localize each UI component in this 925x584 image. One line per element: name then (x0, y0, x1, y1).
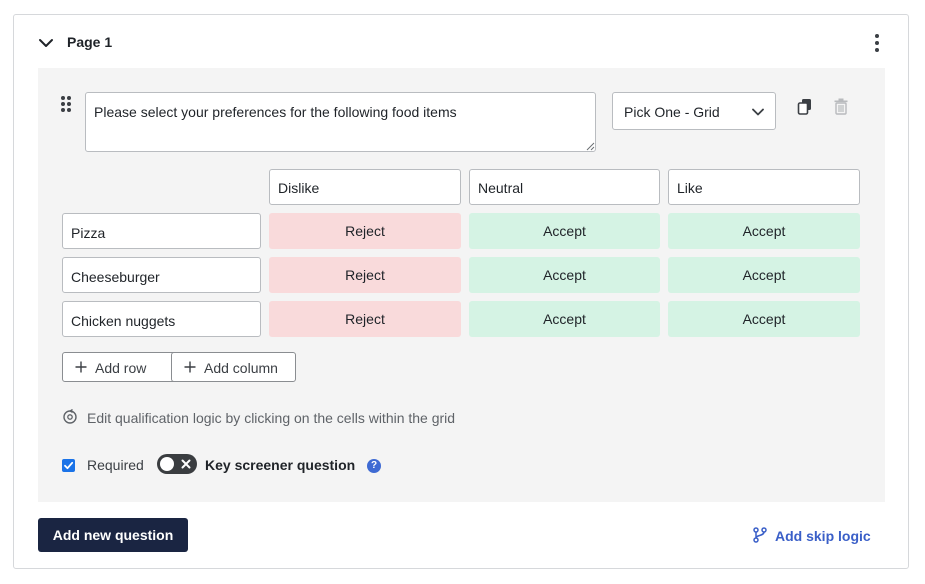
logic-cycle-icon (63, 409, 77, 424)
grid-cell[interactable]: Reject (269, 257, 461, 293)
add-new-question-button[interactable]: Add new question (38, 518, 188, 552)
plus-icon (184, 361, 196, 373)
branch-icon (753, 527, 767, 543)
row-label-pizza[interactable]: Pizza (62, 213, 261, 249)
row-label-chicken-nuggets[interactable]: Chicken nuggets (62, 301, 261, 337)
required-label: Required (87, 457, 144, 473)
add-row-button[interactable]: Add row (62, 352, 182, 382)
drag-handle[interactable] (60, 95, 74, 113)
page-menu-button[interactable] (867, 31, 887, 55)
grid-cell[interactable]: Reject (269, 301, 461, 337)
add-column-button[interactable]: Add column (171, 352, 296, 382)
resize-grip-icon[interactable] (586, 142, 595, 151)
grid-cell[interactable]: Accept (469, 213, 660, 249)
required-checkbox[interactable] (62, 459, 75, 472)
column-header-dislike[interactable]: Dislike (269, 169, 461, 205)
duplicate-question-button[interactable] (797, 98, 813, 116)
drag-handle-icon (61, 96, 71, 112)
toggle-knob (160, 457, 174, 471)
plus-icon (75, 361, 87, 373)
page-card: Page 1 Please select your preferences fo… (13, 14, 909, 569)
close-icon (181, 459, 191, 469)
collapse-page-button[interactable] (36, 33, 56, 53)
chevron-down-icon (752, 108, 764, 116)
copy-icon (797, 99, 811, 115)
grid-cell[interactable]: Reject (269, 213, 461, 249)
add-column-label: Add column (204, 360, 278, 376)
chevron-down-icon (39, 39, 53, 47)
question-type-select[interactable]: Pick One - Grid (612, 92, 776, 130)
page-title: Page 1 (67, 34, 113, 50)
grid-cell[interactable]: Accept (668, 213, 860, 249)
page-header: Page 1 (14, 15, 908, 71)
grid-cell[interactable]: Accept (668, 301, 860, 337)
delete-question-button[interactable] (834, 98, 848, 115)
key-screener-label: Key screener question (205, 457, 356, 473)
grid-cell[interactable]: Accept (668, 257, 860, 293)
grid-cell[interactable]: Accept (469, 257, 660, 293)
question-type-value: Pick One - Grid (624, 104, 720, 120)
question-text-input[interactable]: Please select your preferences for the f… (85, 92, 596, 152)
add-skip-logic-label: Add skip logic (775, 528, 871, 544)
checkmark-icon (64, 461, 74, 470)
kebab-menu-icon (875, 34, 879, 52)
help-icon[interactable]: ? (367, 459, 381, 473)
key-screener-toggle[interactable] (157, 454, 197, 474)
row-label-cheeseburger[interactable]: Cheeseburger (62, 257, 261, 293)
question-panel: Please select your preferences for the f… (38, 68, 885, 502)
column-header-like[interactable]: Like (668, 169, 860, 205)
grid-cell[interactable]: Accept (469, 301, 660, 337)
logic-hint-text: Edit qualification logic by clicking on … (87, 410, 456, 426)
add-row-label: Add row (95, 360, 147, 376)
trash-icon (834, 98, 848, 115)
column-header-neutral[interactable]: Neutral (469, 169, 660, 205)
